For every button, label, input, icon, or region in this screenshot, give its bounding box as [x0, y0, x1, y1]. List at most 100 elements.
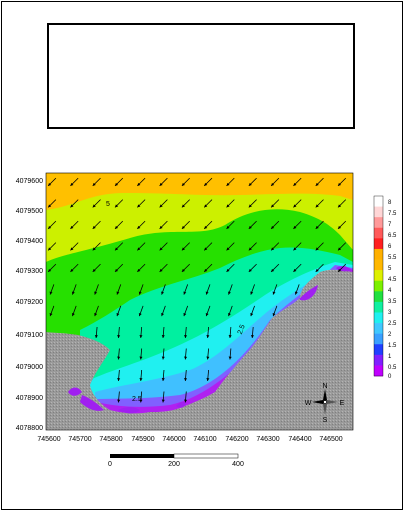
wave-arrow-head [138, 313, 142, 317]
wave-arrow-head [49, 291, 53, 295]
y-tick-label: 4079500 [16, 208, 43, 215]
wave-arrow-head [271, 247, 275, 251]
wave-arrow-head [92, 225, 96, 229]
wave-arrow-head [159, 182, 163, 186]
legend-swatch [374, 301, 383, 313]
wave-arrow-head [293, 268, 297, 272]
scale-label: 0 [108, 461, 112, 468]
wave-arrow-head [115, 247, 119, 251]
legend-swatch [374, 333, 383, 345]
wave-arrow-head [116, 313, 120, 317]
wave-arrow-head [315, 247, 319, 251]
wave-arrow-head [226, 182, 230, 186]
wave-arrow-head [315, 268, 319, 272]
wave-arrow-head [92, 247, 96, 251]
wave-arrow-head [293, 182, 297, 186]
wave-arrow-head [248, 247, 252, 251]
wave-arrow-head [338, 204, 342, 208]
scale-label: 200 [168, 461, 180, 468]
wave-arrow-head [161, 291, 165, 295]
wave-direction-arrows [47, 177, 347, 403]
y-tick-label: 4079000 [16, 364, 43, 371]
x-tick-label: 746100 [193, 436, 216, 443]
wave-arrow-head [48, 225, 52, 229]
legend-label: 2.5 [388, 321, 397, 327]
map-plot: 5 2.5 2.5 4079600 4079500 4079400 407930… [16, 172, 354, 443]
wave-arrow-head [92, 268, 96, 272]
wave-arrow-head [137, 225, 141, 229]
wave-arrow-head [183, 313, 187, 317]
wave-arrow-head [161, 335, 165, 338]
wave-arrow-head [181, 182, 185, 186]
wave-arrow-head [250, 335, 254, 338]
legend-label: 1.5 [388, 343, 397, 349]
wave-arrow-head [228, 356, 232, 360]
legend-label: 3.5 [388, 299, 397, 305]
wave-arrow-head [226, 225, 230, 229]
legend-swatch [374, 312, 383, 324]
wave-arrow-head [117, 399, 121, 403]
wave-arrow-head [117, 335, 121, 338]
wave-arrow-head [117, 378, 121, 381]
legend-label: 5.5 [388, 255, 397, 261]
legend-label: 0 [388, 374, 392, 380]
wave-arrow-head [271, 204, 275, 208]
x-tick-label: 746200 [225, 436, 248, 443]
wave-arrow-head [161, 313, 165, 317]
wave-arrow-head [204, 268, 208, 272]
x-tick-label: 745700 [68, 436, 91, 443]
wave-arrow-head [226, 247, 230, 251]
land-south-east [46, 269, 353, 430]
wave-arrow-head [293, 247, 297, 251]
wave-arrow-head [115, 204, 119, 208]
y-tick-label: 4078800 [16, 425, 43, 432]
wave-arrow-head [315, 182, 319, 186]
legend-label: 8 [388, 200, 392, 206]
wave-arrow-head [117, 356, 121, 360]
x-tick-label: 746300 [256, 436, 279, 443]
wave-arrow-head [293, 225, 297, 229]
wave-arrow-head [228, 291, 231, 295]
wave-arrow-head [183, 291, 187, 295]
shoreline-fringe [68, 266, 352, 414]
legend-label: 5 [388, 266, 392, 272]
wave-arrow-head [226, 204, 230, 208]
wave-arrow-head [181, 247, 185, 251]
wave-arrow-head [70, 182, 74, 186]
wave-arrow-head [248, 182, 252, 186]
wave-arrow-head [338, 225, 342, 229]
x-tick-label: 746000 [162, 436, 185, 443]
wave-arrow-head [71, 313, 75, 317]
wave-arrow-head [70, 247, 74, 251]
wave-arrow-head [181, 268, 185, 272]
wave-arrow-head [116, 291, 120, 295]
x-axis-labels: 745600 745700 745800 745900 746000 74610… [37, 436, 342, 443]
legend-swatch [374, 344, 383, 356]
legend-label: 4 [388, 288, 392, 294]
legend-swatch [374, 270, 383, 282]
legend-swatch [374, 291, 383, 303]
wave-arrow-head [228, 335, 232, 338]
legend-label: 3 [388, 310, 392, 316]
wave-arrow-head [293, 204, 297, 208]
legend-label: 0.5 [388, 365, 397, 371]
wave-arrow-head [205, 313, 209, 317]
wave-arrow-head [184, 356, 188, 360]
wave-arrow-head [204, 182, 208, 186]
legend-swatch [374, 196, 383, 207]
wave-arrow-head [184, 335, 188, 338]
legend-label: 7 [388, 222, 392, 228]
wave-arrow-head [205, 291, 209, 295]
wave-arrow-head [248, 268, 252, 272]
wave-arrow-head [70, 225, 74, 229]
wave-arrow-head [159, 204, 163, 208]
wave-arrow-head [181, 204, 185, 208]
contour-label-5: 5 [106, 201, 110, 208]
legend-label: 4.5 [388, 277, 397, 283]
compass-e: E [340, 400, 345, 407]
wave-arrow-head [159, 268, 163, 272]
x-tick-label: 746500 [319, 436, 342, 443]
x-tick-label: 746400 [288, 436, 311, 443]
y-axis-labels: 4079600 4079500 4079400 4079300 4079200 … [16, 178, 43, 432]
